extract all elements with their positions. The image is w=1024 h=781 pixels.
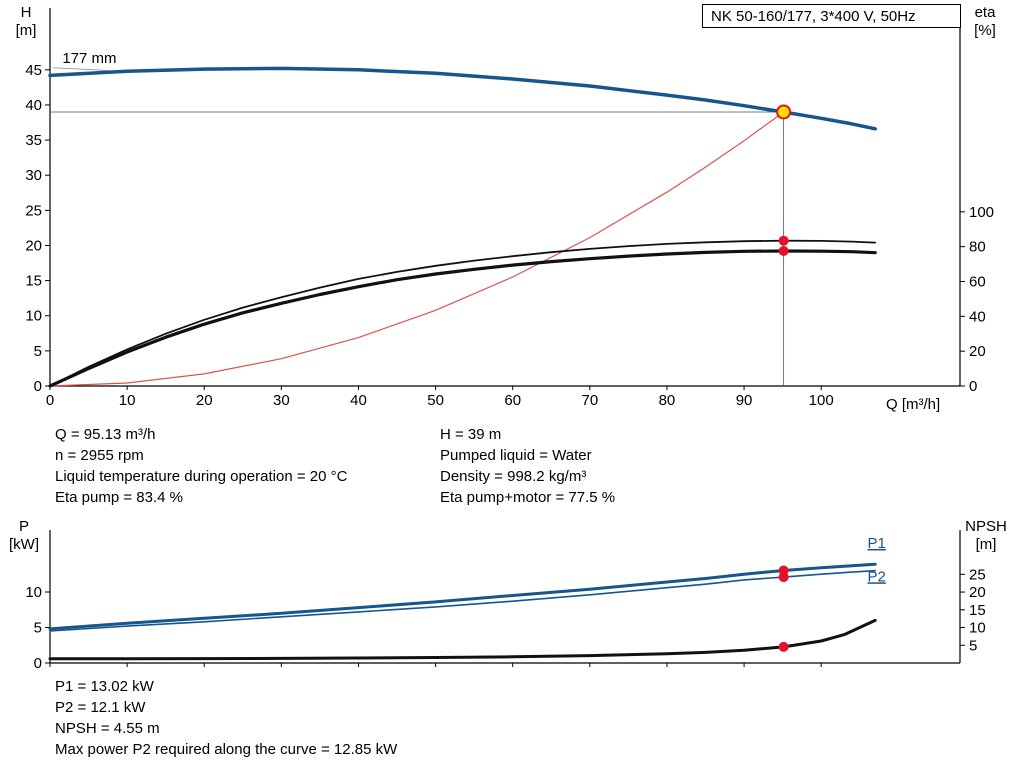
speed-readout: n = 2955 rpm [55, 447, 144, 464]
npsh-axis-header: NPSH [m] [954, 518, 1018, 554]
x-tick-label: 20 [196, 392, 213, 409]
eta-axis-symbol: eta [974, 4, 996, 21]
npsh-curve [48, 618, 877, 661]
right-tick-label: 20 [969, 584, 986, 601]
pumped-liquid-readout: Pumped liquid = Water [440, 447, 592, 464]
system-curve [49, 111, 785, 387]
right-tick-label: 10 [969, 620, 986, 637]
x-tick-label: 100 [809, 392, 834, 409]
npsh-readout: NPSH = 4.55 m [55, 720, 160, 737]
x-tick-label: 50 [427, 392, 444, 409]
operating-point-dot [778, 641, 789, 652]
right-tick-label: 20 [969, 343, 986, 360]
right-tick-label: 25 [969, 566, 986, 583]
duty-info-left-column: Q = 95.13 m³/h n = 2955 rpm Liquid tempe… [55, 424, 347, 508]
x-tick-label: 10 [119, 392, 136, 409]
x-tick-label: 60 [504, 392, 521, 409]
left-tick-label: 45 [25, 62, 42, 79]
liquid-temperature-readout: Liquid temperature during operation = 20… [55, 468, 348, 485]
duty-info-right-column: H = 39 m Pumped liquid = Water Density =… [440, 424, 615, 508]
x-tick-label: 90 [736, 392, 753, 409]
left-tick-label: 10 [25, 584, 42, 601]
curve-label: P1 [867, 535, 885, 552]
x-tick-label: 30 [273, 392, 290, 409]
left-tick-label: 5 [34, 343, 42, 360]
x-tick-label: 70 [581, 392, 598, 409]
pump-model-title: NK 50-160/177, 3*400 V, 50Hz [711, 7, 916, 25]
max-power-readout: Max power P2 required along the curve = … [55, 741, 398, 758]
right-tick-label: 15 [969, 602, 986, 619]
left-tick-label: 40 [25, 97, 42, 114]
pump-curve-177mm [48, 66, 877, 131]
p-axis-symbol: P [18, 518, 29, 535]
right-tick-label: 60 [969, 273, 986, 290]
eta-axis-header: eta [%] [962, 4, 1008, 40]
p1-readout: P1 = 13.02 kW [55, 678, 154, 695]
p-axis-unit: [kW] [9, 536, 39, 553]
left-tick-label: 15 [25, 273, 42, 290]
duty-point-marker [776, 104, 792, 120]
eta-pump-curve [49, 239, 877, 387]
eta-pump-motor-readout: Eta pump+motor = 77.5 % [440, 489, 616, 506]
power-info-column: P1 = 13.02 kW P2 = 12.1 kW NPSH = 4.55 m… [55, 676, 397, 760]
x-tick-label: 40 [350, 392, 367, 409]
left-tick-label: 35 [25, 132, 42, 149]
p2-readout: P2 = 12.1 kW [55, 699, 146, 716]
curve-label: 177 mm [62, 50, 116, 67]
eta-pump-motor-curve [48, 249, 877, 388]
left-tick-label: 25 [25, 202, 42, 219]
pump-model-title-box: NK 50-160/177, 3*400 V, 50Hz [702, 4, 961, 28]
head-readout: H = 39 m [440, 426, 502, 443]
x-tick-label: 80 [659, 392, 676, 409]
density-readout: Density = 998.2 kg/m³ [440, 468, 587, 485]
left-tick-label: 5 [34, 619, 42, 636]
right-tick-label: 40 [969, 308, 986, 325]
npsh-axis-symbol: NPSH [965, 518, 1007, 535]
h-axis-unit: [m] [15, 22, 37, 39]
p1-curve [48, 562, 877, 631]
right-tick-label: 80 [969, 239, 986, 256]
p2-curve [49, 569, 876, 632]
left-tick-label: 0 [34, 655, 42, 672]
right-tick-label: 0 [969, 378, 977, 395]
p-axis-header: P [kW] [2, 518, 46, 554]
flow-readout: Q = 95.13 m³/h [55, 426, 156, 443]
right-tick-label: 5 [969, 637, 977, 654]
leader-line [53, 67, 109, 71]
npsh-axis-unit: [m] [975, 536, 997, 553]
q-axis-label: Q [m³/h] [886, 396, 941, 413]
x-tick-label: 0 [46, 392, 54, 409]
right-tick-label: 100 [969, 204, 994, 221]
h-axis-header: H [m] [6, 4, 46, 40]
left-tick-label: 10 [25, 308, 42, 325]
h-axis-symbol: H [20, 4, 32, 21]
left-tick-label: 0 [34, 378, 42, 395]
operating-point-dot [778, 235, 789, 246]
left-tick-label: 20 [25, 237, 42, 254]
operating-point-dot [778, 572, 789, 583]
eta-pump-readout: Eta pump = 83.4 % [55, 489, 183, 506]
operating-point-dot [778, 246, 789, 256]
left-tick-label: 30 [25, 167, 42, 184]
eta-axis-unit: [%] [974, 22, 996, 39]
curve-label: P2 [867, 568, 885, 585]
